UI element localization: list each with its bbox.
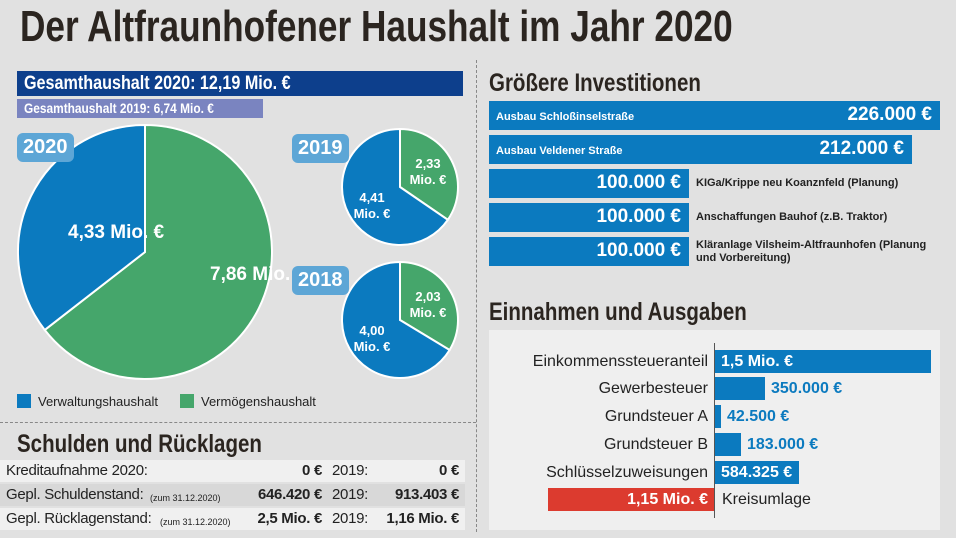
legend-label: Vermögenshaushalt <box>201 394 316 409</box>
investment-value: 100.000 € <box>596 206 681 227</box>
income-bar <box>715 433 741 456</box>
pie-2019-slice-vermoegen <box>399 127 459 222</box>
debt-year: 2019: <box>332 462 369 479</box>
divider <box>0 422 476 423</box>
debt-value-2019: 0 € <box>439 462 459 479</box>
income-heading: Einnahmen und Ausgaben <box>489 298 747 326</box>
investments-heading: Größere Investitionen <box>489 69 701 97</box>
investment-value: 100.000 € <box>596 172 681 193</box>
income-category: Gewerbesteuer <box>598 380 708 397</box>
pie-2020-slice-vermoegen <box>43 123 273 380</box>
debt-label: Gepl. Schuldenstand: <box>6 486 144 503</box>
debt-note: (zum 31.12.2020) <box>160 517 231 527</box>
pie-2020-slice-verwaltung <box>17 123 146 332</box>
debt-year: 2019: <box>332 510 369 527</box>
income-category: Grundsteuer A <box>604 408 708 425</box>
debt-value-2020: 646.420 € <box>257 486 322 503</box>
investment-label: KIGa/Krippe neu Koanznfeld (Planung) <box>696 177 899 189</box>
income-value: 1,5 Mio. € <box>721 353 794 370</box>
debt-value-2019: 1,16 Mio. € <box>386 510 459 527</box>
pie-value-label: 2,03 Mio. € <box>410 289 447 320</box>
debt-heading: Schulden und Rücklagen <box>17 430 262 458</box>
investment-bar: 100.000 € <box>489 203 689 232</box>
investment-label: Kläranlage Vilsheim-Altfraunhofen (Planu… <box>696 239 927 264</box>
pie-2018-tab: 2018 <box>292 266 349 295</box>
debt-row: Kreditaufnahme 2020: 0 € 2019: 0 € <box>0 460 465 482</box>
axis-line <box>714 343 715 518</box>
pie-value-label: 4,00 Mio. € <box>354 323 391 354</box>
total-2019-label: Gesamthaushalt 2019: 6,74 Mio. € <box>24 100 214 116</box>
income-bar <box>715 350 931 373</box>
investment-value: 100.000 € <box>596 240 681 261</box>
investment-bar: Ausbau Schloßinselstraße 226.000 € <box>489 101 940 130</box>
pie-2020-tab: 2020 <box>17 133 74 162</box>
investment-value: 226.000 € <box>847 104 932 125</box>
debt-value-2020: 0 € <box>302 462 322 479</box>
income-value: 42.500 € <box>727 408 790 425</box>
investment-bar: Ausbau Veldener Straße 212.000 € <box>489 135 912 164</box>
income-category: Grundsteuer B <box>603 436 708 453</box>
income-value: 183.000 € <box>747 436 819 453</box>
debt-year: 2019: <box>332 486 369 503</box>
expense-bar <box>548 488 714 511</box>
pie-value-label: 7,86 Mio. € <box>210 264 307 285</box>
investment-bar: 100.000 € <box>489 237 689 266</box>
investment-bar: 100.000 € <box>489 169 689 198</box>
debt-label: Kreditaufnahme 2020: <box>6 462 148 479</box>
total-2020-label: Gesamthaushalt 2020: 12,19 Mio. € <box>24 73 291 94</box>
investment-value: 212.000 € <box>819 138 904 159</box>
total-2020-bar: Gesamthaushalt 2020: 12,19 Mio. € <box>17 71 463 96</box>
debt-row: Gepl. Schuldenstand: (zum 31.12.2020) 64… <box>0 484 465 506</box>
page-title: Der Altfraunhofener Haushalt im Jahr 202… <box>20 2 733 51</box>
pie-2019-slice-verwaltung <box>341 127 450 246</box>
income-value: 584.325 € <box>721 464 793 481</box>
investment-label: Ausbau Veldener Straße <box>496 145 623 157</box>
investment-label: Ausbau Schloßinselstraße <box>496 111 635 123</box>
income-category: Schlüsselzuweisungen <box>546 464 708 481</box>
investment-label: Anschaffungen Bauhof (z.B. Traktor) <box>696 211 888 223</box>
income-bar <box>715 405 721 428</box>
pie-value-label: 2,33 Mio. € <box>410 156 447 187</box>
legend-label: Verwaltungshaushalt <box>38 394 158 409</box>
income-value: 350.000 € <box>771 380 843 397</box>
debt-value-2019: 913.403 € <box>394 486 459 503</box>
income-bar <box>715 461 799 484</box>
pie-2018-slice-verwaltung <box>341 260 451 379</box>
divider <box>476 60 477 532</box>
debt-note: (zum 31.12.2020) <box>150 493 221 503</box>
income-category: Einkommenssteueranteil <box>532 353 708 370</box>
debt-value-2020: 2,5 Mio. € <box>257 510 322 527</box>
expense-value: 1,15 Mio. € <box>627 491 708 508</box>
debt-label: Gepl. Rücklagenstand: <box>6 510 152 527</box>
pie-value-label: 4,41 Mio. € <box>354 190 391 221</box>
pie-2019-tab: 2019 <box>292 134 349 163</box>
income-bar <box>715 377 765 400</box>
expense-category: Kreisumlage <box>722 491 811 508</box>
pie-value-label: 4,33 Mio. € <box>68 222 165 243</box>
total-2019-bar: Gesamthaushalt 2019: 6,74 Mio. € <box>17 99 263 118</box>
legend-swatch-green <box>180 394 194 408</box>
debt-row: Gepl. Rücklagenstand: (zum 31.12.2020) 2… <box>0 508 465 530</box>
pie-charts: 4,33 Mio. € 7,86 Mio. € 4,41 Mio. € 2,33 Mio.… <box>17 123 459 380</box>
legend-swatch-blue <box>17 394 31 408</box>
